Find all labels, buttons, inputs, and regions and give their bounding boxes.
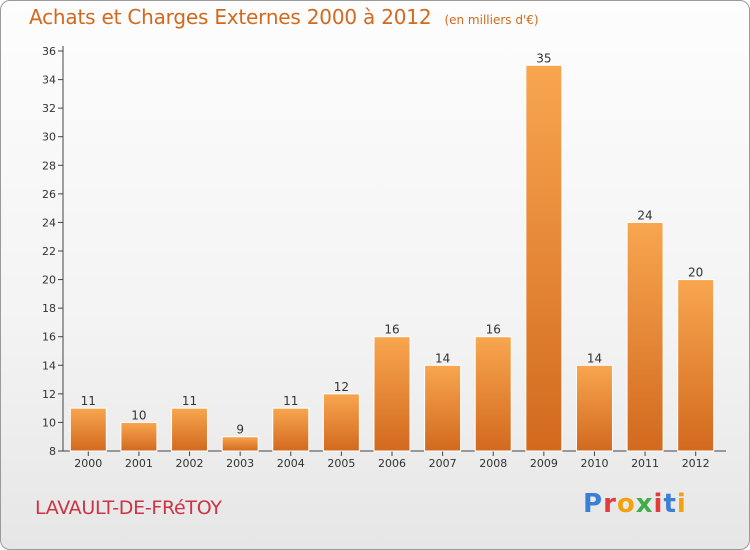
- x-tick-label: 2009: [530, 457, 558, 470]
- data-label-2007: 14: [435, 351, 450, 365]
- y-tick-label: 14: [42, 359, 56, 372]
- data-label-2006: 16: [384, 323, 399, 337]
- chart-subtitle: (en milliers d'€): [444, 13, 539, 27]
- data-label-2003: 9: [236, 423, 244, 437]
- data-label-2000: 11: [81, 394, 96, 408]
- x-tick-label: 2000: [74, 457, 102, 470]
- logo-letter: o: [616, 489, 636, 519]
- bar-2004: [272, 407, 310, 452]
- y-axis: 8 10 12 14 16 18 20 22 24 26 28 30 32 34 36: [42, 45, 64, 458]
- data-label-2001: 10: [131, 408, 146, 422]
- logo-letter: r: [603, 489, 617, 519]
- bar-2007: [424, 364, 462, 452]
- y-tick-label: 32: [42, 102, 56, 115]
- y-tick-label: 20: [42, 274, 56, 287]
- commune-name: LAVAULT-DE-FRéTOY: [35, 497, 222, 519]
- data-label-2012: 20: [688, 266, 703, 280]
- y-tick-label: 28: [42, 159, 56, 172]
- y-tick-label: 36: [42, 45, 56, 58]
- data-label-2002: 11: [182, 394, 197, 408]
- x-tick-label: 2004: [277, 457, 305, 470]
- x-tick-label: 2011: [631, 457, 659, 470]
- y-tick-label: 22: [42, 245, 56, 258]
- logo-letter: t: [663, 489, 677, 519]
- x-tick-label: 2010: [580, 457, 608, 470]
- x-tick-label: 2008: [479, 457, 507, 470]
- chart-title: Achats et Charges Externes 2000 à 2012: [29, 5, 432, 29]
- bar-2003: [221, 436, 259, 452]
- data-labels: 11 10 11 9 11 12 16 14 16 35 14 24 20: [81, 51, 704, 436]
- y-tick-label: 34: [42, 74, 56, 87]
- y-tick-label: 18: [42, 302, 56, 315]
- x-tick-label: 2005: [327, 457, 355, 470]
- data-label-2008: 16: [486, 323, 501, 337]
- y-tick-label: 10: [42, 416, 56, 429]
- bar-2012: [677, 279, 715, 452]
- bar-2005: [322, 393, 360, 452]
- chart-title-row: Achats et Charges Externes 2000 à 2012 (…: [29, 5, 539, 29]
- x-tick-label: 2002: [176, 457, 204, 470]
- y-tick-label: 26: [42, 188, 56, 201]
- x-tick-label: 2003: [226, 457, 254, 470]
- x-tick-label: 2012: [682, 457, 710, 470]
- data-label-2011: 24: [637, 208, 652, 222]
- data-label-2009: 35: [536, 51, 551, 65]
- x-tick-label: 2001: [125, 457, 153, 470]
- bar-2010: [575, 364, 613, 452]
- y-tick-label: 24: [42, 216, 56, 229]
- bar-2001: [120, 421, 158, 452]
- x-axis: 2000 2001 2002 2003 2004 2005 2006 2007 2008 2009…: [63, 450, 726, 470]
- logo-letter: P: [583, 489, 604, 519]
- bar-2000: [69, 407, 107, 452]
- data-label-2004: 11: [283, 394, 298, 408]
- data-label-2010: 14: [587, 351, 602, 365]
- bar-2011: [626, 221, 664, 452]
- x-tick-label: 2007: [429, 457, 457, 470]
- logo-letter: i: [653, 489, 664, 519]
- y-tick-label: 12: [42, 388, 56, 401]
- bars: [69, 64, 715, 452]
- y-tick-label: 16: [42, 331, 56, 344]
- bar-2009: [525, 64, 563, 452]
- bar-2006: [373, 336, 411, 452]
- x-tick-label: 2006: [378, 457, 406, 470]
- data-label-2005: 12: [334, 380, 349, 394]
- bar-2002: [171, 407, 209, 452]
- logo-letter: i: [676, 489, 687, 519]
- y-tick-label: 8: [49, 445, 56, 458]
- y-tick-label: 30: [42, 131, 56, 144]
- proxiti-logo[interactable]: Proxiti: [583, 489, 687, 519]
- logo-letter: x: [635, 489, 654, 519]
- bar-2008: [474, 336, 512, 452]
